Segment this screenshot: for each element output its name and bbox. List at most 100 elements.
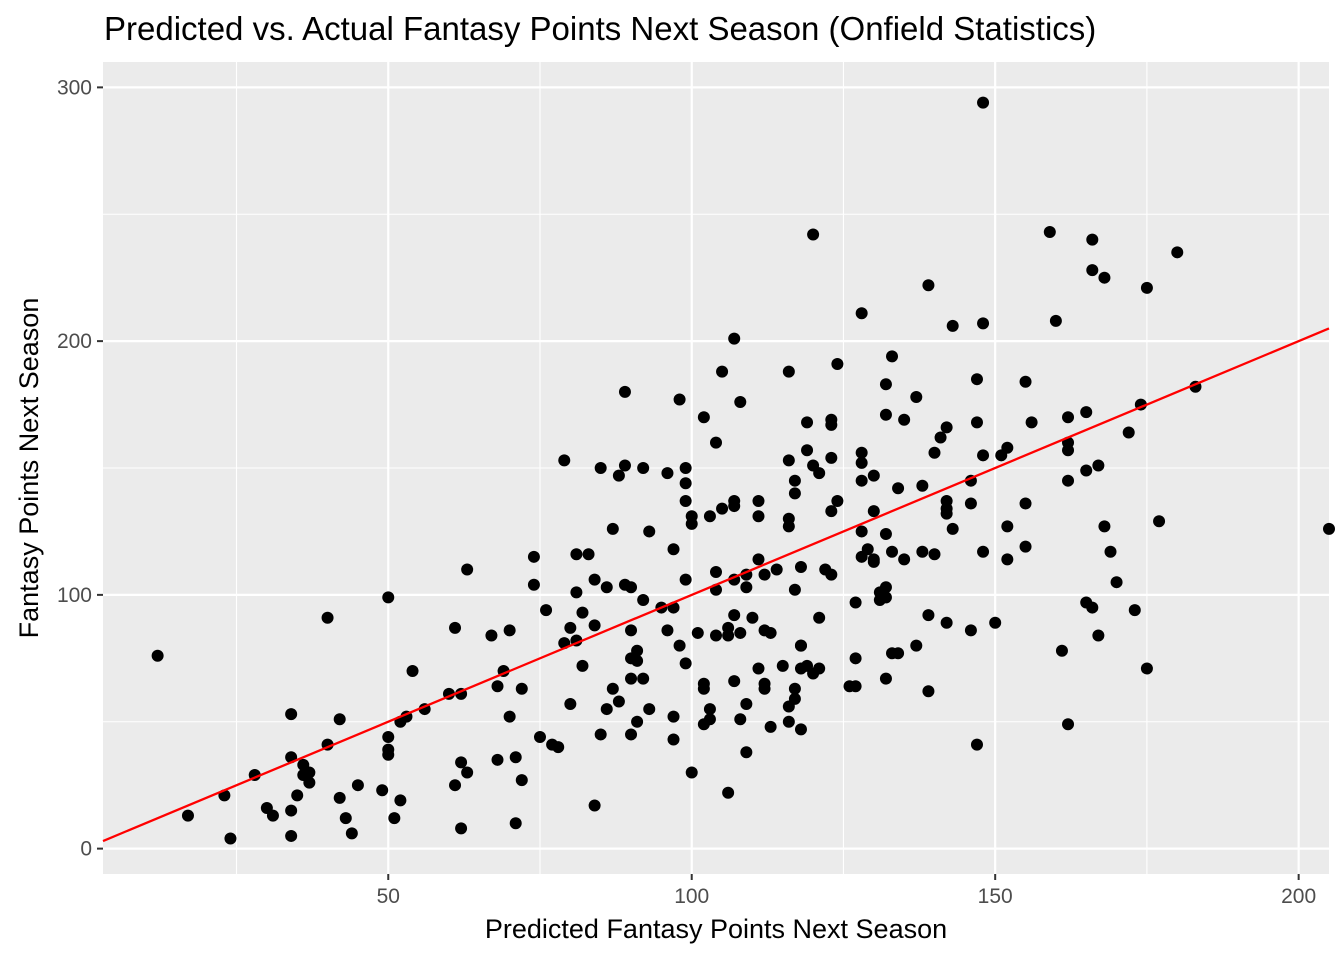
- data-point: [667, 733, 680, 746]
- data-point: [703, 703, 716, 716]
- data-point: [746, 611, 759, 624]
- data-point: [1080, 464, 1093, 477]
- data-point: [625, 728, 638, 741]
- data-point: [594, 728, 607, 741]
- data-point: [1104, 545, 1117, 558]
- data-point: [679, 573, 692, 586]
- data-point: [588, 573, 601, 586]
- data-point: [631, 644, 644, 657]
- data-point: [855, 307, 868, 320]
- data-point: [406, 665, 419, 677]
- data-point: [710, 629, 722, 642]
- x-tick-label: 100: [674, 885, 709, 908]
- data-point: [679, 477, 692, 490]
- data-point: [813, 467, 826, 480]
- data-point: [1001, 553, 1014, 566]
- data-point: [1086, 233, 1099, 246]
- data-point: [728, 609, 741, 622]
- data-point: [679, 657, 692, 670]
- data-point: [946, 319, 959, 332]
- data-point: [892, 647, 905, 660]
- data-point: [788, 692, 801, 705]
- data-point: [946, 522, 959, 535]
- data-point: [740, 581, 753, 594]
- data-point: [922, 279, 935, 292]
- data-point: [266, 809, 279, 822]
- data-point: [576, 659, 589, 672]
- reference-line: [102, 327, 1330, 843]
- data-point: [728, 332, 741, 345]
- data-point: [637, 462, 650, 474]
- data-point: [886, 545, 899, 558]
- y-tick-label: 200: [57, 330, 92, 353]
- data-point: [716, 365, 729, 378]
- data-point: [1062, 474, 1075, 487]
- data-point: [285, 804, 298, 817]
- data-point: [910, 639, 923, 652]
- data-point: [625, 672, 638, 685]
- data-point: [351, 779, 364, 792]
- data-point: [339, 812, 352, 825]
- data-point: [576, 606, 589, 619]
- data-point: [582, 548, 595, 561]
- data-point: [1049, 314, 1062, 327]
- y-axis-title: Fantasy Points Next Season: [14, 298, 44, 639]
- data-point: [527, 550, 540, 563]
- data-point: [740, 697, 753, 710]
- data-point: [770, 563, 783, 576]
- data-point: [661, 624, 674, 637]
- data-point: [703, 510, 716, 523]
- data-point: [679, 462, 692, 474]
- data-point: [685, 510, 698, 523]
- data-point: [801, 444, 814, 457]
- data-point: [928, 446, 941, 459]
- data-point: [849, 652, 862, 665]
- data-point: [734, 713, 747, 726]
- data-point: [667, 543, 680, 556]
- data-point: [861, 543, 874, 556]
- data-point: [382, 730, 395, 743]
- data-point: [752, 510, 765, 523]
- data-point: [898, 553, 911, 566]
- data-point: [879, 527, 892, 540]
- data-point: [1080, 406, 1093, 419]
- data-point: [679, 494, 692, 507]
- data-point: [552, 741, 565, 754]
- data-point: [533, 730, 546, 743]
- data-point: [345, 827, 358, 840]
- data-point: [515, 682, 528, 695]
- data-point: [376, 784, 389, 797]
- data-point: [964, 624, 977, 637]
- data-point: [1122, 426, 1135, 439]
- data-point: [940, 616, 953, 629]
- data-point: [916, 545, 929, 558]
- data-point: [879, 581, 892, 594]
- data-point: [788, 474, 801, 487]
- y-tick-label: 100: [57, 584, 92, 607]
- data-point: [1025, 416, 1038, 429]
- data-point: [788, 682, 801, 695]
- data-point: [461, 563, 474, 576]
- data-point: [1140, 281, 1153, 294]
- data-point: [728, 675, 741, 688]
- data-point: [285, 708, 298, 721]
- data-point: [825, 568, 838, 581]
- data-point: [989, 616, 1002, 629]
- data-point: [977, 449, 990, 462]
- data-point: [782, 512, 795, 525]
- data-point: [697, 677, 710, 690]
- x-tick-label: 50: [377, 885, 400, 908]
- data-point: [303, 776, 316, 789]
- x-axis-ticks: 50 100 150 200: [377, 874, 1316, 908]
- data-point: [291, 789, 304, 802]
- data-point: [643, 703, 656, 716]
- data-point: [867, 505, 880, 518]
- data-point: [697, 411, 710, 424]
- data-point: [867, 469, 880, 482]
- data-point: [825, 505, 838, 518]
- data-point: [449, 779, 462, 792]
- data-point: [1092, 459, 1105, 472]
- data-point: [643, 525, 656, 538]
- data-point: [455, 822, 468, 835]
- data-point: [1001, 441, 1014, 454]
